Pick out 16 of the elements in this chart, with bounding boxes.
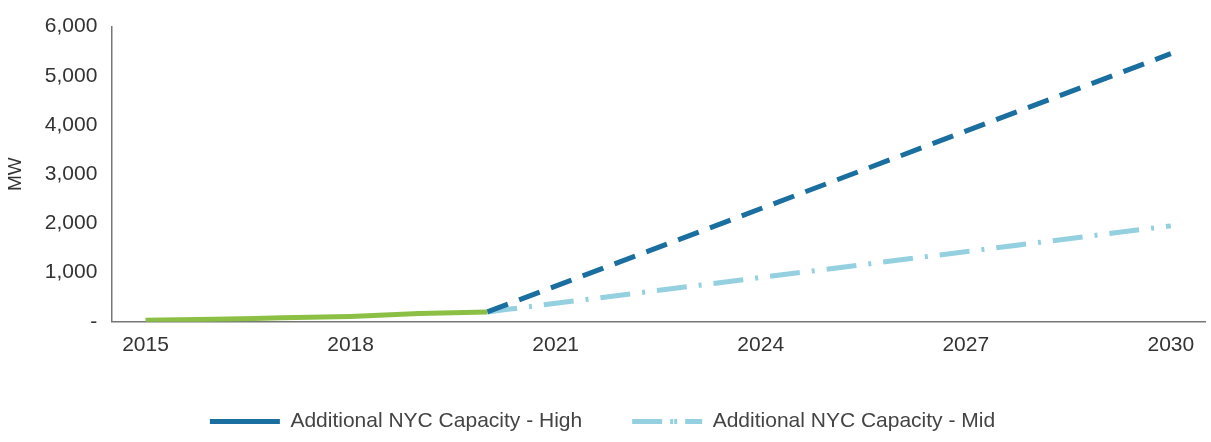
y-tick-label: 4,000 <box>44 111 98 135</box>
y-tick-label: 3,000 <box>44 161 98 184</box>
x-tick-label: 2018 <box>327 332 374 356</box>
legend-label: Additional NYC Capacity - Mid <box>712 408 996 432</box>
y-tick-label: 6,000 <box>44 13 98 37</box>
x-tick-label: 2030 <box>1147 332 1195 356</box>
x-tick-label: 2015 <box>122 332 169 356</box>
y-axis-title: MW <box>3 157 25 192</box>
legend-label: Additional NYC Capacity - High <box>290 408 583 432</box>
y-tick-label: 1,000 <box>44 259 98 283</box>
x-tick-label: 2021 <box>532 332 580 356</box>
y-tick-label: 2,000 <box>44 210 98 234</box>
y-tick-label: - <box>90 308 98 332</box>
x-tick-label: 2027 <box>942 332 990 356</box>
y-tick-label: 5,000 <box>44 62 98 86</box>
x-tick-label: 2024 <box>737 332 785 356</box>
